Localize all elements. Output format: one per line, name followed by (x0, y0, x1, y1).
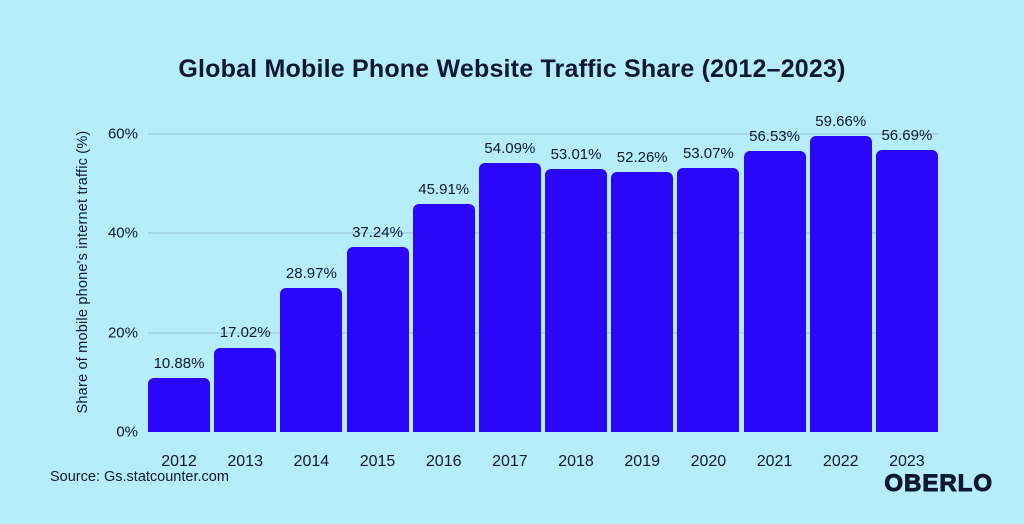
bar-value-label: 28.97% (285, 265, 337, 283)
bar (148, 378, 210, 432)
y-tick-label: 40% (107, 224, 138, 242)
bar-value-label: 10.88% (153, 354, 205, 372)
bar-value-label: 59.66% (815, 112, 867, 130)
bar-value-label: 56.53% (749, 128, 800, 146)
source-note: Source: Gs.statcounter.com (50, 469, 229, 485)
x-tick-label: 2019 (624, 453, 660, 470)
bar-value-label: 45.91% (418, 180, 470, 198)
bar (280, 288, 343, 432)
gridline (148, 133, 938, 135)
bar (214, 347, 277, 432)
bar-value-label: 54.09% (484, 140, 536, 158)
bar (346, 247, 409, 432)
bar-column: 17.02% 2013 (214, 112, 277, 470)
bar-column: 56.69% 2023 (875, 112, 938, 470)
bar-column: 53.07% 2020 (677, 112, 740, 470)
bar (478, 163, 541, 432)
gridline (148, 232, 938, 235)
gridline (148, 331, 938, 334)
bar-column: 54.09% 2017 (478, 112, 541, 470)
bar-column: 52.26% 2019 (611, 112, 674, 470)
bar-series: 10.88% 2012 17.02% 2013 28.97% 2014 37.24% 2015… (148, 112, 938, 470)
y-axis-tick-labels: 0% 20% 40% 60% (108, 112, 938, 440)
bar-column: 10.88% 2012 (148, 112, 210, 470)
bar-column: 45.91% 2016 (412, 112, 475, 470)
gridlines (148, 112, 938, 432)
x-tick-label: 2016 (425, 453, 462, 470)
plot-area: 0% 20% 40% 60% 10.88% 2012 17.02% 2013 28.97% 20… (108, 112, 938, 470)
bar (545, 168, 608, 432)
y-tick-label: 60% (107, 125, 138, 143)
bar-value-label: 53.01% (550, 145, 602, 163)
x-tick-label: 2015 (359, 453, 396, 470)
bar-value-label: 56.69% (881, 127, 933, 145)
bar-value-label: 37.24% (352, 224, 403, 242)
bar (677, 168, 740, 432)
bar-column: 59.66% 2022 (809, 112, 872, 470)
bar-value-label: 52.26% (616, 149, 668, 167)
y-axis-title: Share of mobile phone's internet traffic… (75, 130, 91, 414)
bar (412, 204, 475, 432)
bar (875, 150, 938, 432)
x-tick-label: 2023 (889, 453, 925, 470)
x-tick-label: 2022 (822, 453, 859, 470)
x-tick-label: 2017 (492, 453, 528, 470)
y-tick-label: 0% (116, 423, 138, 441)
bar (809, 135, 872, 432)
bar-column: 56.53% 2021 (743, 112, 806, 470)
chart-title: Global Mobile Phone Website Traffic Shar… (178, 55, 846, 83)
bar (611, 172, 674, 432)
x-tick-label: 2014 (293, 453, 330, 470)
x-tick-label: 2021 (756, 453, 793, 470)
x-tick-label: 2020 (690, 453, 727, 470)
bar-column: 53.01% 2018 (545, 112, 608, 470)
bar (743, 151, 806, 432)
oberlo-logo: OBERLO (884, 470, 993, 498)
bar-column: 37.24% 2015 (346, 112, 409, 470)
x-tick-label: 2012 (161, 453, 197, 470)
x-tick-label: 2013 (227, 453, 263, 470)
bar-column: 28.97% 2014 (280, 112, 343, 470)
bar-value-label: 17.02% (219, 324, 271, 342)
x-tick-label: 2018 (558, 453, 594, 470)
bar-value-label: 53.07% (682, 145, 734, 163)
y-tick-label: 20% (107, 324, 138, 342)
